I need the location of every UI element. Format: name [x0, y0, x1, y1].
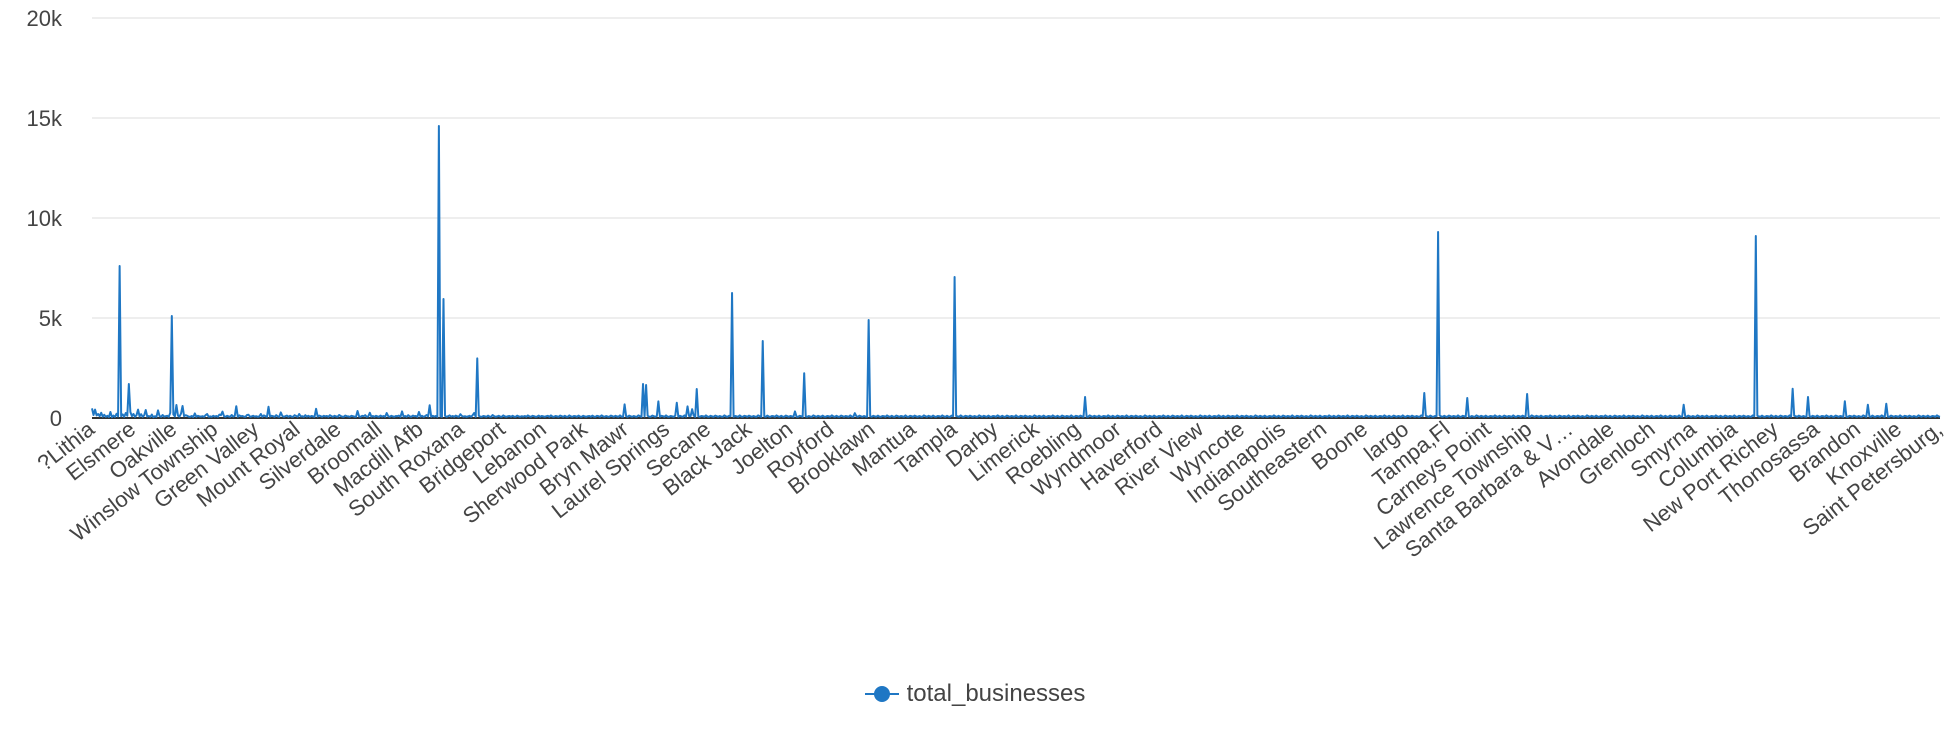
legend-marker-icon — [864, 684, 899, 704]
y-tick-label: 10k — [27, 206, 63, 231]
series-line-total-businesses[interactable] — [91, 125, 1941, 419]
gridlines — [92, 17, 1940, 419]
y-tick-label: 20k — [27, 6, 63, 31]
legend-series-label: total_businesses — [906, 680, 1086, 707]
y-axis-ticks: 0 5k 10k 15k 20k — [27, 6, 63, 431]
chart-canvas: 0 5k 10k 15k 20k ?LithiaElsmereOakvilleWinsl… — [27, 6, 1948, 563]
y-tick-label: 15k — [27, 106, 63, 131]
legend[interactable]: total_businesses — [0, 680, 1950, 708]
y-tick-label: 5k — [39, 306, 63, 331]
legend-dot — [873, 686, 890, 702]
y-tick-label: 0 — [50, 406, 62, 431]
series-layer — [91, 125, 1941, 419]
